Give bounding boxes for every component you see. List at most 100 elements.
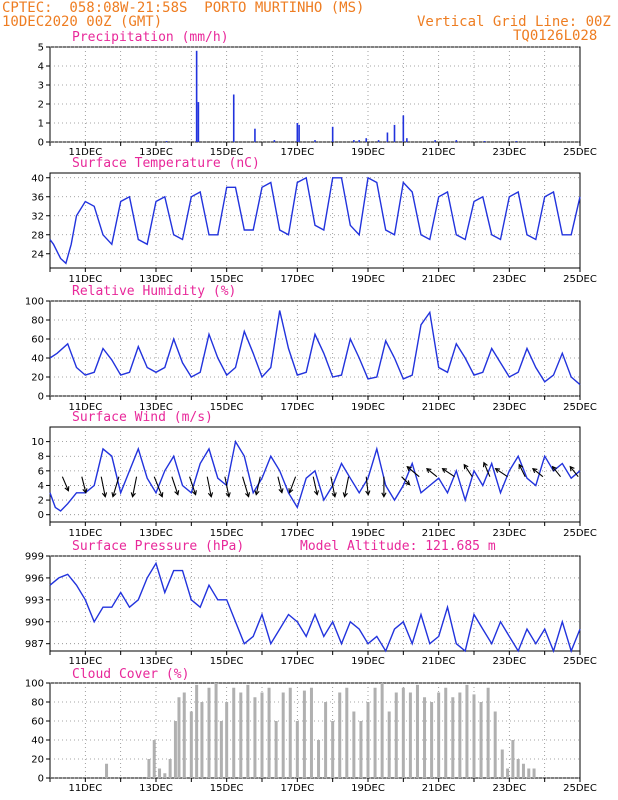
cloud-bar xyxy=(444,687,448,778)
cloud-bar xyxy=(521,763,525,778)
x-tick-label: 17DEC xyxy=(280,783,314,794)
x-tick-label: 23DEC xyxy=(492,402,526,413)
wind-arrow-head xyxy=(111,492,117,498)
cloud-bar xyxy=(288,687,292,778)
y-tick-label: 28 xyxy=(31,230,44,241)
header-grid-info: Vertical Grid Line: 00Z xyxy=(417,14,611,30)
panel-frame xyxy=(49,300,581,397)
cloud-bar xyxy=(345,687,349,778)
cloud-bar xyxy=(207,687,211,778)
wind-arrow-head xyxy=(405,480,411,486)
wind-arrow-head xyxy=(463,463,469,470)
x-tick-label: 15DEC xyxy=(210,274,244,285)
cloud-bar xyxy=(317,740,321,778)
precip-bar xyxy=(273,140,276,142)
panel-title: Relative Humidity (%) xyxy=(72,284,236,299)
cloud-bar xyxy=(394,692,398,778)
y-tick-label: 5 xyxy=(38,43,44,54)
x-tick-label: 11DEC xyxy=(68,147,102,158)
cloud-bar xyxy=(295,721,299,778)
cloud-bar xyxy=(195,684,199,778)
precip-bar xyxy=(232,94,235,142)
cloud-bar xyxy=(182,692,186,778)
wind-arrow-head xyxy=(130,492,136,498)
x-tick-label: 13DEC xyxy=(139,274,173,285)
cloud-bar xyxy=(152,740,156,778)
wind-arrow-shaft xyxy=(330,476,336,497)
wind-arrow-shaft xyxy=(442,468,455,478)
wind-arrow-shaft xyxy=(132,476,138,497)
wind-arrow-shaft xyxy=(312,476,318,495)
cloud-bar xyxy=(158,768,162,778)
series-line xyxy=(49,561,581,654)
wind-arrow-head xyxy=(482,461,488,468)
cloud-bar xyxy=(147,759,151,778)
x-tick-label: 21DEC xyxy=(422,402,456,413)
wind-arrow-shaft xyxy=(112,476,120,497)
cloud-bar xyxy=(430,702,434,778)
y-tick-label: 20 xyxy=(31,755,44,766)
wind-arrow-head xyxy=(225,492,231,498)
cloud-bar xyxy=(324,702,328,778)
cloud-bar xyxy=(532,768,536,778)
cloud-bar xyxy=(274,721,278,778)
panel-title: Surface Pressure (hPa) xyxy=(72,539,244,554)
x-tick-label: 17DEC xyxy=(280,656,314,667)
cloud-bar xyxy=(338,692,342,778)
x-tick-label: 11DEC xyxy=(68,656,102,667)
cloud-bar xyxy=(163,773,167,778)
cloud-bar xyxy=(373,687,377,778)
precip-bar xyxy=(353,140,355,142)
y-tick-label: 0 xyxy=(38,392,44,403)
cloud-bar xyxy=(253,697,257,778)
cloud-bar xyxy=(302,690,306,778)
x-tick-label: 21DEC xyxy=(422,528,456,539)
y-tick-label: 2 xyxy=(38,100,44,111)
panel-frame xyxy=(49,426,581,523)
panel-title: Cloud Cover (%) xyxy=(72,667,189,682)
x-tick-label: 25DEC xyxy=(563,274,597,285)
cloud-bar xyxy=(260,692,264,778)
cloud-bar xyxy=(225,702,229,778)
cloud-bar xyxy=(200,702,204,778)
wind-arrow-shaft xyxy=(277,476,283,493)
series-line xyxy=(49,439,581,512)
wind-arrow-head xyxy=(518,463,524,470)
cloud-bar xyxy=(408,692,412,778)
wind-arrow-shaft xyxy=(463,464,473,477)
wind-arrow-head xyxy=(207,492,214,498)
panel-title: Surface Wind (m/s) xyxy=(72,410,213,425)
y-tick-label: 80 xyxy=(31,316,44,327)
cloud-bar xyxy=(177,697,181,778)
wind-arrow-head xyxy=(426,467,432,474)
wind-arrow-shaft xyxy=(532,468,544,478)
x-tick-label: 25DEC xyxy=(563,783,597,794)
x-tick-label: 25DEC xyxy=(563,147,597,158)
x-tick-label: 17DEC xyxy=(280,528,314,539)
x-tick-label: 21DEC xyxy=(422,147,456,158)
x-tick-label: 25DEC xyxy=(563,402,597,413)
y-tick-label: 36 xyxy=(31,192,44,203)
precip-bar xyxy=(254,128,256,142)
y-tick-label: 10 xyxy=(31,437,44,448)
cloud-bar xyxy=(437,692,441,778)
x-tick-label: 11DEC xyxy=(68,783,102,794)
wind-arrow-head xyxy=(244,492,251,498)
header-datetime: 10DEC2020 00Z (GMT) xyxy=(2,14,163,30)
x-tick-label: 15DEC xyxy=(210,147,244,158)
precip-bar xyxy=(358,140,360,142)
wind-arrow-head xyxy=(313,490,320,496)
cloud-bar xyxy=(465,684,469,778)
y-tick-label: 993 xyxy=(25,595,44,606)
y-tick-label: 8 xyxy=(38,452,44,463)
cloud-bar xyxy=(239,692,243,778)
x-tick-label: 21DEC xyxy=(422,783,456,794)
cloud-bar xyxy=(415,684,419,778)
y-tick-label: 24 xyxy=(31,249,44,260)
cloud-bar xyxy=(309,687,313,778)
cloud-bar xyxy=(493,711,497,778)
wind-arrow-shaft xyxy=(406,466,420,478)
y-tick-label: 40 xyxy=(31,354,44,365)
y-tick-label: 987 xyxy=(25,639,44,650)
